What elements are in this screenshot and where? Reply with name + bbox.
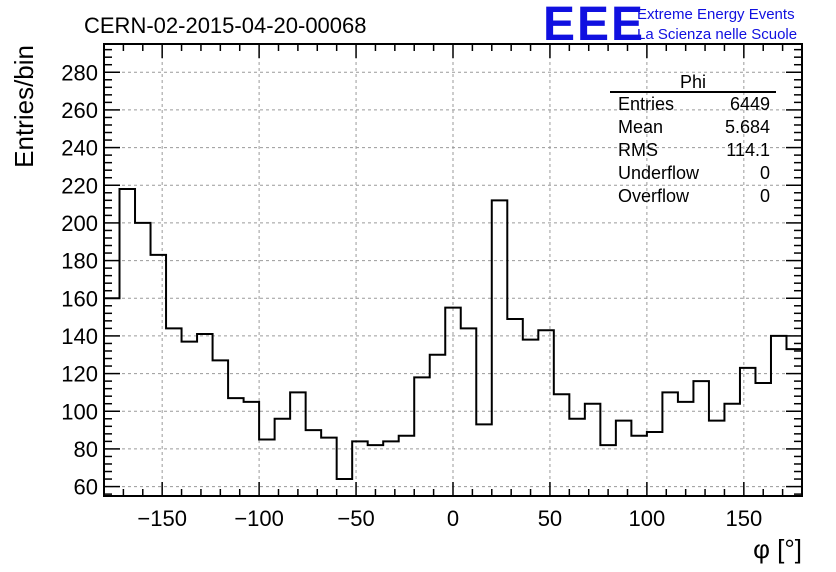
histogram-bin bbox=[430, 355, 446, 496]
stats-box: Phi Entries 6449 Mean 5.684 RMS 114.1 Underflo… bbox=[610, 72, 776, 206]
histogram-bin bbox=[616, 421, 632, 496]
histogram-bin bbox=[724, 404, 740, 496]
histogram-bin bbox=[213, 360, 229, 496]
histogram-bin bbox=[662, 392, 678, 496]
histogram-bin bbox=[306, 430, 322, 496]
histogram-bin bbox=[275, 419, 291, 496]
histogram-bin bbox=[414, 377, 430, 496]
stats-label: Entries bbox=[618, 94, 674, 114]
histogram-bin bbox=[337, 479, 353, 496]
x-tick-label: 150 bbox=[725, 506, 762, 531]
eee-logo-mark: EEE bbox=[543, 0, 645, 51]
stats-value: 0 bbox=[760, 163, 770, 183]
histogram-bin bbox=[771, 336, 787, 496]
y-tick-label: 200 bbox=[61, 211, 98, 236]
chart-title: CERN-02-2015-04-20-00068 bbox=[84, 13, 367, 38]
stats-value: 0 bbox=[760, 186, 770, 206]
stats-label: RMS bbox=[618, 140, 658, 160]
histogram-bin bbox=[368, 445, 384, 496]
histogram-bin bbox=[786, 349, 802, 496]
x-axis-label: φ [°] bbox=[753, 534, 802, 564]
histogram-bin bbox=[678, 402, 694, 496]
histogram-bin bbox=[569, 419, 585, 496]
stats-value: 114.1 bbox=[726, 140, 770, 160]
stats-label: Overflow bbox=[618, 186, 690, 206]
histogram-bin bbox=[290, 392, 306, 496]
axis-ticks bbox=[103, 44, 803, 496]
histogram-bin bbox=[228, 398, 244, 496]
histogram-bin bbox=[383, 441, 399, 496]
y-tick-label: 140 bbox=[61, 324, 98, 349]
y-tick-label: 220 bbox=[61, 173, 98, 198]
y-tick-label: 260 bbox=[61, 98, 98, 123]
histogram-bin bbox=[166, 328, 182, 496]
x-tick-label: −50 bbox=[337, 506, 374, 531]
histogram-bin bbox=[461, 328, 477, 496]
stats-label: Mean bbox=[618, 117, 663, 137]
histogram-bin bbox=[554, 394, 570, 496]
stats-value: 5.684 bbox=[725, 117, 770, 137]
histogram-bin bbox=[120, 189, 136, 496]
histogram-bin bbox=[135, 223, 151, 496]
y-tick-label: 240 bbox=[61, 136, 98, 161]
y-tick-label: 60 bbox=[74, 475, 98, 500]
histogram-bin bbox=[182, 342, 198, 496]
histogram-bin bbox=[352, 441, 368, 496]
eee-logo-line1: Extreme Energy Events bbox=[637, 6, 795, 23]
x-tick-label: −150 bbox=[137, 506, 187, 531]
y-tick-label: 280 bbox=[61, 60, 98, 85]
y-tick-label: 80 bbox=[74, 437, 98, 462]
histogram-bin bbox=[259, 440, 275, 497]
stats-title: Phi bbox=[680, 72, 706, 92]
x-tick-label: 100 bbox=[629, 506, 666, 531]
histogram-bin bbox=[585, 404, 601, 496]
y-tick-label: 160 bbox=[61, 286, 98, 311]
histogram-bin bbox=[492, 200, 508, 496]
histogram-bin bbox=[399, 436, 415, 496]
histogram-bin bbox=[631, 436, 647, 496]
stats-value: 6449 bbox=[730, 94, 770, 114]
stats-label: Underflow bbox=[618, 163, 700, 183]
y-tick-label: 180 bbox=[61, 249, 98, 274]
x-tick-label: 0 bbox=[447, 506, 459, 531]
histogram-bin bbox=[321, 438, 337, 496]
histogram-bin bbox=[151, 255, 167, 496]
eee-logo-line2: La Scienza nelle Scuole bbox=[637, 26, 797, 43]
histogram-series bbox=[104, 188, 802, 497]
histogram-bin bbox=[507, 319, 523, 496]
histogram-bin bbox=[693, 381, 709, 496]
histogram-bin bbox=[740, 368, 756, 496]
y-axis-label: Entries/bin bbox=[9, 45, 39, 168]
histogram-bin bbox=[445, 308, 461, 496]
histogram-bin bbox=[647, 432, 663, 496]
x-tick-label: −100 bbox=[234, 506, 284, 531]
histogram-bin bbox=[709, 421, 725, 496]
y-tick-label: 120 bbox=[61, 362, 98, 387]
grid-lines bbox=[104, 44, 802, 496]
histogram-bin bbox=[600, 445, 616, 496]
histogram-bin bbox=[755, 383, 771, 496]
eee-logo: EEE Extreme Energy Events La Scienza nel… bbox=[543, 0, 797, 51]
histogram-bin bbox=[523, 340, 539, 496]
y-tick-label: 100 bbox=[61, 399, 98, 424]
x-tick-label: 50 bbox=[538, 506, 562, 531]
stats-rows: Entries 6449 Mean 5.684 RMS 114.1 Underflow 0 Ov… bbox=[618, 94, 770, 206]
histogram-bin bbox=[538, 330, 554, 496]
histogram-line bbox=[104, 188, 802, 481]
histogram-bin bbox=[476, 424, 492, 496]
histogram-bin bbox=[244, 402, 260, 496]
histogram-bin bbox=[197, 334, 213, 496]
axis-tick-labels: −150 −100 −50 0 50 100 150 60 80 100 120 140 160 180 2… bbox=[61, 60, 762, 531]
